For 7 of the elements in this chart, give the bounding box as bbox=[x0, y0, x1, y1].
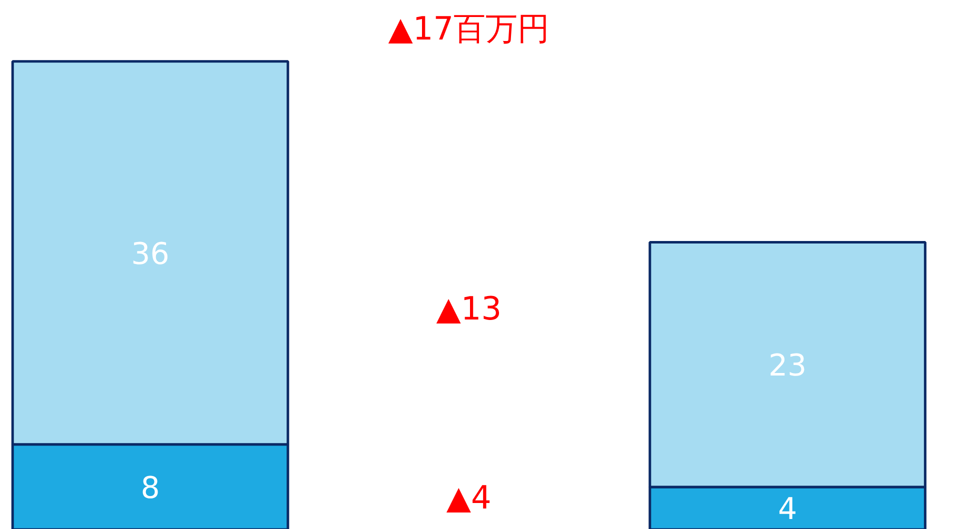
data-label: 36 bbox=[131, 236, 170, 272]
annotation: ▲4 bbox=[446, 478, 492, 517]
annotation: ▲13 bbox=[436, 290, 502, 328]
text: ▲17百万円 bbox=[388, 10, 550, 48]
data-label: 23 bbox=[768, 348, 807, 384]
data-label: 8 bbox=[140, 470, 160, 506]
data-label: 4 bbox=[778, 492, 798, 528]
